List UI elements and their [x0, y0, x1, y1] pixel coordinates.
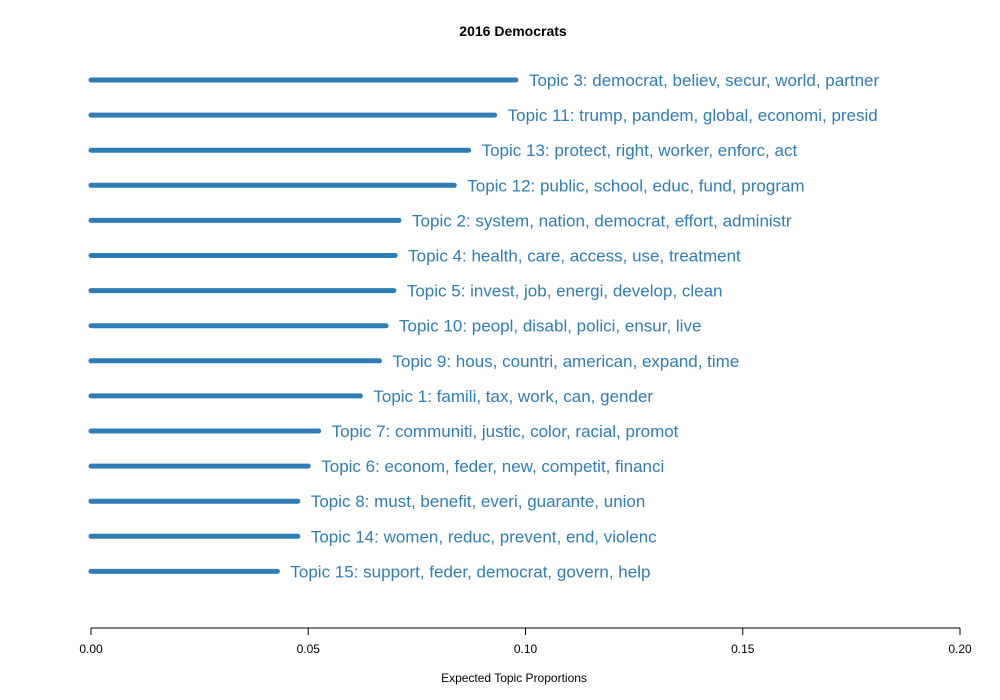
bar-label: Topic 2: system, nation, democrat, effor…: [412, 211, 792, 230]
x-tick-label: 0.20: [948, 642, 972, 656]
x-tick-label: 0.05: [297, 642, 321, 656]
x-tick-label: 0.10: [514, 642, 538, 656]
bar-label: Topic 5: invest, job, energi, develop, c…: [407, 282, 723, 301]
chart-title: 2016 Democrats: [459, 23, 567, 39]
x-axis: 0.00 0.05 0.10 0.15 0.20: [79, 627, 972, 656]
x-tick-label: 0.00: [79, 642, 103, 656]
bar-label: Topic 12: public, school, educ, fund, pr…: [467, 176, 804, 195]
bar-label: Topic 8: must, benefit, everi, guarante,…: [311, 492, 646, 511]
bar-label: Topic 9: hous, countri, american, expand…: [393, 352, 740, 371]
bars-group: [88, 77, 519, 574]
bar-label: Topic 3: democrat, believ, secur, world,…: [529, 71, 880, 90]
x-axis-label: Expected Topic Proportions: [441, 671, 587, 685]
bar-label: Topic 1: famili, tax, work, can, gender: [373, 387, 653, 406]
bar-label: Topic 15: support, feder, democrat, gove…: [290, 562, 650, 581]
bar-label: Topic 10: peopl, disabl, polici, ensur, …: [399, 317, 701, 336]
bar-label: Topic 13: protect, right, worker, enforc…: [482, 141, 798, 160]
bar-label: Topic 6: econom, feder, new, competit, f…: [321, 457, 664, 476]
bar-label: Topic 11: trump, pandem, global, economi…: [508, 106, 878, 125]
x-tick-label: 0.15: [731, 642, 755, 656]
bar-label: Topic 4: health, care, access, use, trea…: [408, 247, 741, 266]
bar-label: Topic 14: women, reduc, prevent, end, vi…: [311, 527, 657, 546]
bar-label: Topic 7: communiti, justic, color, racia…: [332, 422, 679, 441]
bar-labels-group: Topic 3: democrat, believ, secur, world,…: [290, 71, 879, 581]
